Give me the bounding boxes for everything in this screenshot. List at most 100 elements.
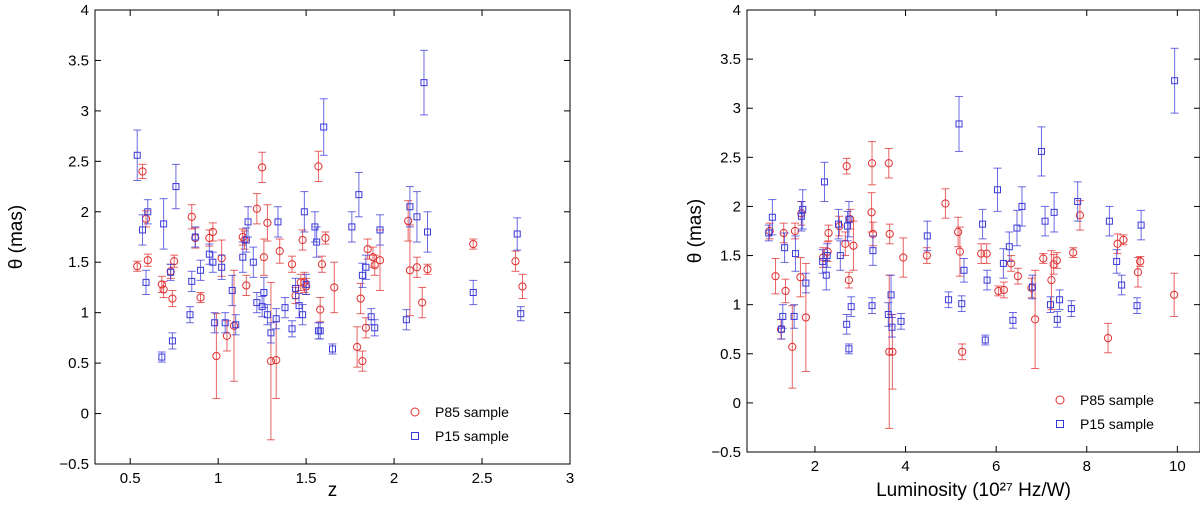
data-point-p15 [822, 271, 830, 279]
data-point-p85 [405, 266, 415, 275]
data-point-p15 [300, 208, 308, 216]
data-point-p15 [923, 232, 931, 240]
data-point-p85 [824, 228, 833, 238]
data-point-p85 [368, 253, 378, 262]
data-point-p15 [133, 151, 141, 159]
data-point-p85 [511, 257, 520, 266]
data-point-p15 [847, 303, 855, 311]
data-point-p15 [209, 258, 217, 266]
y-tick-label: 4 [733, 2, 741, 19]
data-point-p85 [196, 293, 205, 302]
data-point-p15 [244, 218, 252, 226]
data-point-p15 [819, 257, 827, 265]
data-point-p85 [138, 167, 147, 176]
data-point-p15 [1171, 77, 1179, 85]
data-point-p85 [252, 204, 261, 213]
data-point-p85 [941, 199, 950, 208]
data-point-p15 [868, 302, 876, 310]
y-tick-label: −0.5 [711, 444, 741, 461]
y-tick-label: 2.5 [720, 149, 741, 166]
y-tick-label: 2.5 [68, 153, 89, 170]
data-point-p85 [170, 257, 179, 266]
x-tick-label: 4 [901, 458, 909, 475]
series-p15 [133, 49, 525, 363]
data-point-p15 [221, 319, 229, 327]
data-point-p85 [316, 305, 325, 314]
data-point-p15 [820, 178, 828, 186]
data-point-p15 [897, 317, 905, 325]
legend: P85 sample P15 sample [410, 404, 509, 444]
data-point-p15 [1009, 316, 1017, 324]
y-tick-label: 1.5 [720, 248, 741, 265]
data-point-p85 [240, 235, 249, 245]
data-point-p85 [208, 227, 217, 237]
data-point-p15 [1013, 224, 1021, 232]
data-point-p15 [258, 303, 266, 311]
y-tick-label: 0.5 [720, 346, 741, 363]
data-point-p15 [845, 215, 853, 223]
data-point-p15 [781, 244, 789, 252]
data-point-p15 [790, 312, 798, 320]
data-point-p85 [796, 273, 805, 282]
x-tick-label: 6 [992, 458, 1000, 475]
data-point-p15 [1074, 198, 1082, 206]
data-point-p15 [239, 253, 247, 261]
data-point-p15 [777, 325, 785, 333]
panel-theta-vs-luminosity: −0.5 0 0.5 1 1.5 2 2.5 3 3.5 4 2 4 6 8 10 Luminosity (1… [685, 2, 1200, 501]
data-point-p85 [788, 342, 797, 352]
data-point-p85 [888, 347, 897, 356]
data-point-p85 [258, 163, 267, 172]
data-point-p85 [356, 294, 365, 303]
data-point-p85 [1075, 211, 1085, 220]
data-point-p85 [242, 281, 251, 290]
data-point-p15 [158, 353, 166, 361]
data-point-p85 [801, 313, 810, 322]
data-point-p15 [281, 304, 289, 312]
data-point-p85 [1119, 235, 1128, 244]
data-point-p85 [423, 265, 432, 274]
data-point-p15 [413, 213, 421, 221]
data-point-p15 [267, 329, 275, 337]
legend-label-p15: P15 sample [1080, 416, 1154, 432]
data-point-p85 [133, 262, 142, 271]
data-point-p15 [329, 345, 336, 353]
y-tick-label: 0 [81, 406, 89, 423]
data-point-p85 [958, 347, 967, 356]
data-point-p15 [1053, 315, 1061, 323]
data-point-p15 [1113, 257, 1121, 265]
y-tick-label: 3 [733, 100, 741, 117]
data-point-p15 [424, 228, 431, 236]
data-point-p15 [765, 229, 773, 237]
data-point-p15 [249, 258, 257, 266]
data-point-p15 [517, 310, 525, 318]
y-axis-title: θ (mas) [6, 205, 27, 269]
data-point-p85 [469, 239, 478, 249]
data-point-p15 [299, 311, 307, 319]
data-point-p15 [869, 247, 877, 255]
data-point-p85 [518, 282, 527, 291]
data-point-p85 [1103, 333, 1113, 343]
data-point-p85 [955, 247, 965, 256]
data-point-p15 [836, 252, 844, 260]
data-point-p85 [287, 260, 297, 269]
legend-marker-p15 [1056, 420, 1064, 428]
data-point-p15 [835, 220, 843, 228]
y-tick-label: 3 [81, 103, 89, 120]
data-point-p85 [999, 285, 1008, 295]
data-point-p85 [899, 253, 908, 262]
data-point-p15 [376, 226, 384, 234]
data-point-p15 [348, 223, 356, 231]
data-point-p85 [358, 356, 367, 366]
data-point-p85 [1136, 257, 1145, 266]
legend-marker-p85 [1055, 395, 1065, 405]
data-point-p15 [274, 218, 282, 226]
data-point-p15 [1050, 208, 1058, 216]
y-tick-label: 0.5 [68, 355, 89, 372]
data-point-p15 [172, 183, 180, 191]
data-point-p15 [981, 336, 989, 344]
plot-frame [746, 9, 1200, 453]
data-point-p85 [841, 239, 850, 248]
data-point-p15 [768, 213, 776, 221]
data-point-p15 [469, 288, 477, 296]
data-point-p15 [960, 266, 968, 274]
